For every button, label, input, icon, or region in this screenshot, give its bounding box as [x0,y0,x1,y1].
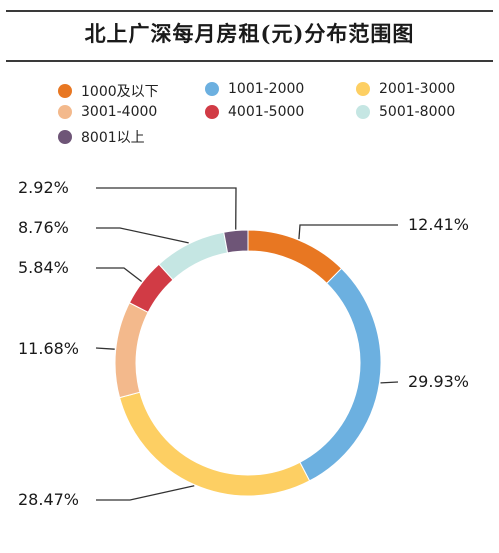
slice-5001-8000 [158,231,229,281]
slice-3001-4000 [114,302,149,399]
legend-item-7: 8001以上 [58,127,145,147]
leader-line-8001 [96,187,237,230]
data-label-1001-2000: 29.93% [408,372,469,391]
legend-swatch [205,105,219,119]
chart-title: 北上广深每月房租(元)分布范围图 [84,21,415,46]
data-label-3001-4000: 11.68% [18,339,79,358]
legend-swatch [58,84,72,98]
legend-label: 8001以上 [81,130,145,146]
legend-label: 4001-5000 [228,104,305,120]
chart-legend: 1000及以下 1001-2000 2001-3000 3001-4000 4001-5… [0,0,499,160]
leader-line-3001-4000 [95,347,115,350]
title-rule-top [6,10,493,12]
legend-item-2: 1001-2000 [205,81,304,97]
legend-label: 5001-8000 [379,104,456,120]
legend-item-1: 1000及以下 [58,81,159,101]
legend-label: 1001-2000 [228,81,305,97]
legend-swatch [356,82,370,96]
leader-line-2001-3000 [96,485,195,501]
legend-label: 3001-4000 [81,104,158,120]
slice-1000 [247,229,343,285]
data-label-2001-3000: 28.47% [18,490,79,509]
legend-swatch [58,130,72,144]
data-label-5001-8000: 8.76% [18,218,69,237]
leader-line-4001-5000 [96,267,143,283]
title-rule-bottom [6,60,493,62]
legend-swatch [58,105,72,119]
legend-label: 1000及以下 [81,84,159,100]
legend-label: 2001-3000 [379,81,456,97]
legend-swatch [205,82,219,96]
data-label-4001-5000: 5.84% [18,258,69,277]
slice-2001-3000 [118,391,311,497]
data-label-8001: 2.92% [18,178,69,197]
leader-line-5001-8000 [96,227,189,244]
leader-line-1000 [298,224,398,240]
legend-item-6: 5001-8000 [356,104,455,120]
leader-line-1001-2000 [380,381,399,384]
slice-8001 [223,229,249,254]
legend-swatch [356,105,370,119]
slice-1001-2000 [299,267,382,482]
data-label-1000: 12.41% [408,215,469,234]
legend-item-4: 3001-4000 [58,104,157,120]
legend-item-3: 2001-3000 [356,81,455,97]
legend-item-5: 4001-5000 [205,104,304,120]
